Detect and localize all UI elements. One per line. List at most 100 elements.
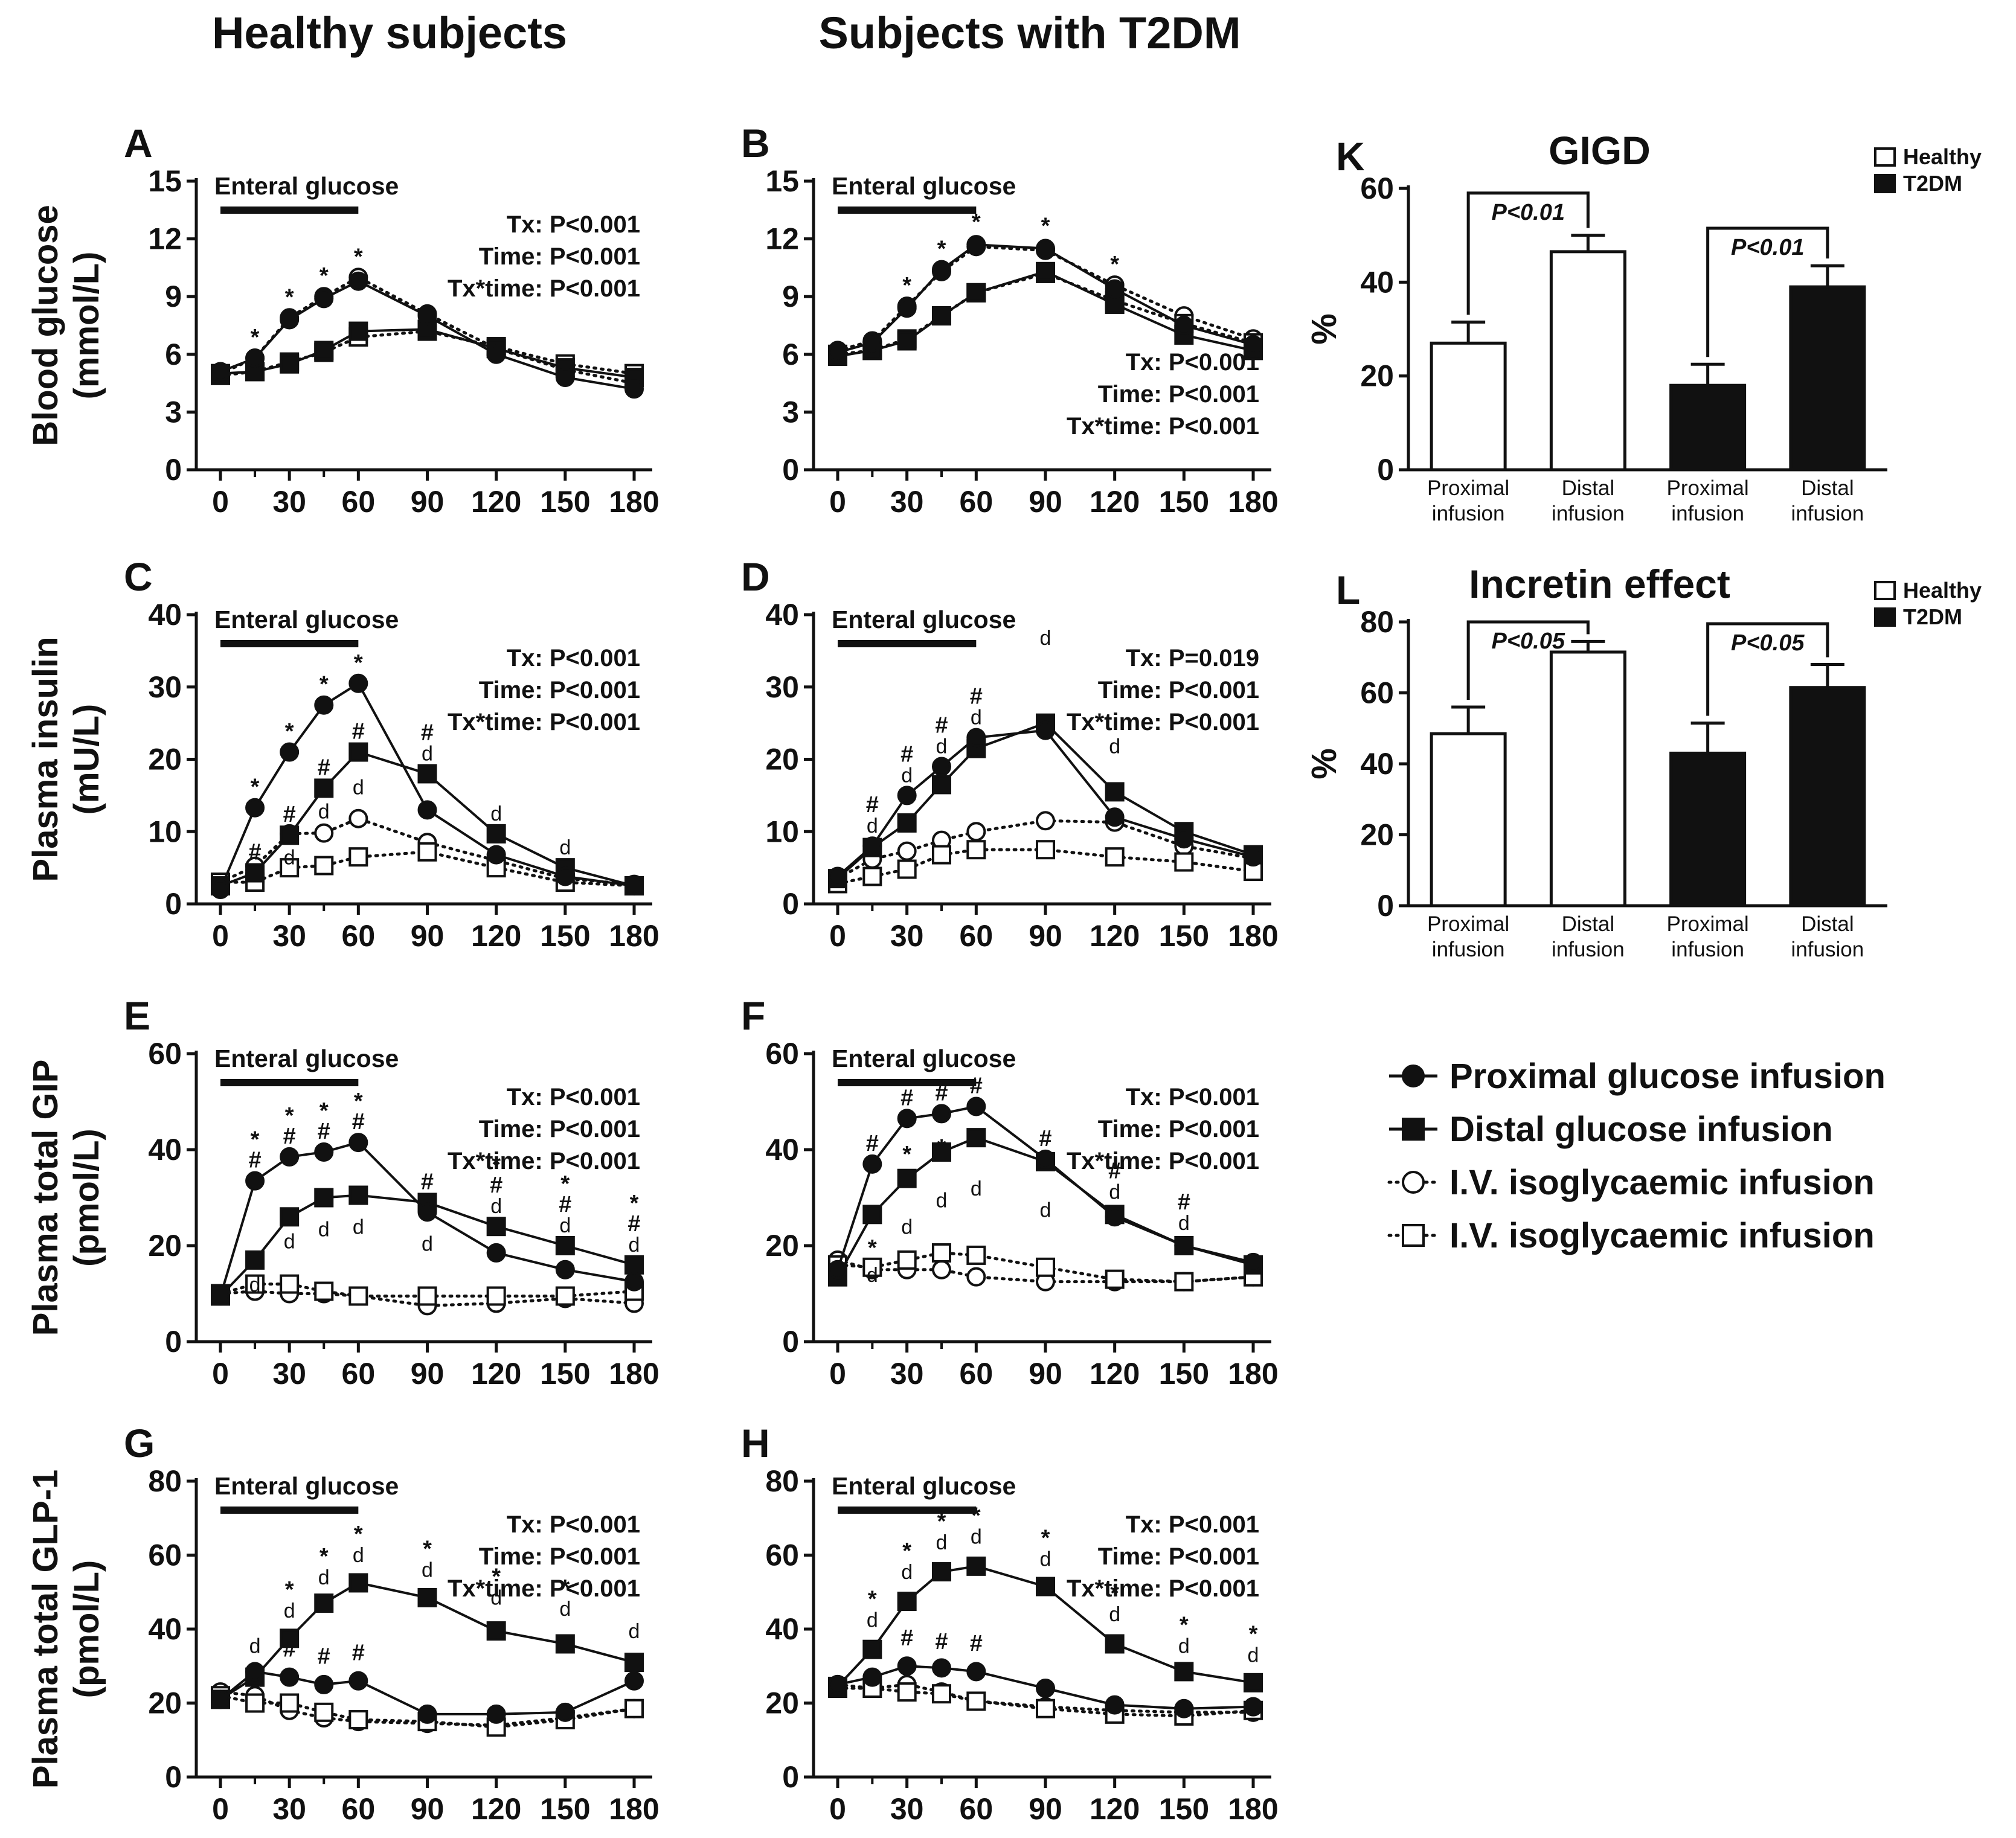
data-point	[932, 1243, 951, 1263]
series-line	[219, 1690, 636, 1727]
significance-mark: #	[318, 1119, 330, 1144]
legend-swatch	[1874, 147, 1896, 167]
data-point	[966, 1097, 986, 1116]
data-point	[555, 368, 575, 388]
data-point	[348, 271, 368, 291]
data-point	[1174, 852, 1194, 872]
legend-marker	[1402, 1224, 1425, 1247]
x-tick-label: 60	[342, 1792, 376, 1826]
stat-line: Time: P<0.001	[1098, 677, 1259, 703]
data-point	[211, 880, 230, 900]
data-point	[966, 1267, 986, 1287]
significance-mark: d	[901, 1561, 913, 1584]
significance-mark: d	[490, 802, 502, 825]
significance-mark: #	[352, 1109, 365, 1135]
significance-mark: *	[972, 210, 981, 235]
data-point	[966, 1245, 986, 1265]
data-point	[1174, 1699, 1194, 1718]
significance-mark: d	[1248, 1644, 1259, 1667]
y-axis-label-line: (pmol/L)	[67, 1560, 106, 1699]
data-point	[1244, 847, 1263, 867]
y-tick-label: 0	[1377, 889, 1394, 923]
enteral-label: Enteral glucose	[214, 606, 399, 633]
series-line	[219, 850, 636, 888]
legend-label: I.V. isoglycaemic infusion	[1449, 1216, 1875, 1255]
legend-label: T2DM	[1903, 171, 1962, 196]
comparison-bracket	[1466, 620, 1590, 700]
data-point	[486, 1243, 506, 1263]
data-point	[245, 1171, 265, 1191]
significance-mark: d	[901, 1215, 913, 1238]
significance-mark: #	[352, 719, 365, 744]
stat-line: Time: P<0.001	[1098, 381, 1259, 408]
x-tick-label: 30	[890, 1357, 924, 1391]
data-point	[348, 742, 368, 762]
x-tick-label: 180	[1228, 1357, 1278, 1391]
significance-mark: #	[318, 755, 330, 780]
x-tick-label: 150	[1159, 1357, 1209, 1391]
significance-mark: d	[629, 1620, 640, 1643]
series-line	[836, 848, 1255, 885]
y-tick-label: 60	[1360, 171, 1394, 205]
significance-mark: #	[283, 802, 296, 827]
data-point	[828, 1260, 847, 1279]
y-axis-label-line: Plasma insulin	[26, 636, 65, 882]
bar	[1669, 383, 1747, 472]
series-1	[828, 1097, 1263, 1279]
series-1	[828, 720, 1263, 886]
x-tick-label: 0	[829, 1357, 846, 1391]
data-point	[862, 1205, 882, 1225]
x-tick-label: 120	[471, 485, 521, 519]
data-point	[348, 1286, 368, 1306]
data-point	[1244, 1673, 1263, 1692]
significance-mark: #	[1108, 1158, 1121, 1183]
x-tick-label: 150	[540, 485, 590, 519]
y-tick-label: 0	[782, 1325, 799, 1359]
significance-mark: d	[971, 1177, 982, 1200]
significance-mark: *	[937, 1509, 946, 1534]
significance-mark: *	[285, 719, 294, 744]
x-tick-label: 120	[1090, 919, 1140, 953]
y-tick-label: 20	[765, 1229, 799, 1263]
legend-item: I.V. isoglycaemic infusion	[1387, 1163, 1875, 1202]
y-tick-label: 3	[782, 395, 799, 429]
stat-line: Time: P<0.001	[479, 677, 640, 703]
significance-mark: *	[285, 1577, 294, 1603]
x-tick-label: 150	[540, 919, 590, 953]
data-point	[1105, 1634, 1125, 1654]
significance-mark: d	[936, 1531, 948, 1554]
enteral-label: Enteral glucose	[832, 606, 1016, 633]
significance-mark: d	[1040, 1199, 1051, 1222]
legend-item: Distal glucose infusion	[1389, 1110, 1833, 1149]
y-tick-label: 40	[765, 598, 799, 632]
x-tick-label: 0	[829, 1792, 846, 1826]
data-point	[828, 1674, 847, 1694]
data-point	[486, 1286, 506, 1306]
category-label: Distal	[1562, 476, 1615, 500]
significance-mark: #	[900, 741, 913, 767]
significance-mark: #	[249, 840, 262, 865]
data-point	[417, 1202, 437, 1222]
x-tick-label: 0	[212, 485, 229, 519]
comparison-p-value: P<0.05	[1731, 630, 1805, 656]
data-point	[897, 841, 917, 861]
data-point	[314, 695, 334, 715]
significance-mark: *	[354, 1089, 363, 1114]
data-point	[1036, 1257, 1055, 1277]
significance-mark: *	[251, 325, 260, 350]
y-tick-label: 0	[165, 1325, 182, 1359]
data-point	[1174, 1662, 1194, 1682]
data-point	[932, 1104, 951, 1124]
significance-mark: #	[900, 1625, 913, 1651]
bar	[1669, 751, 1747, 908]
significance-mark: d	[1178, 1212, 1190, 1235]
category-label: Proximal	[1427, 476, 1509, 500]
legend-marker	[1402, 1118, 1425, 1141]
comparison-p-value: P<0.01	[1492, 200, 1565, 225]
x-tick-label: 180	[609, 1357, 659, 1391]
data-point	[897, 331, 917, 351]
data-point	[245, 1250, 265, 1270]
significance-mark: d	[629, 1234, 640, 1257]
x-tick-label: 90	[1029, 1357, 1062, 1391]
